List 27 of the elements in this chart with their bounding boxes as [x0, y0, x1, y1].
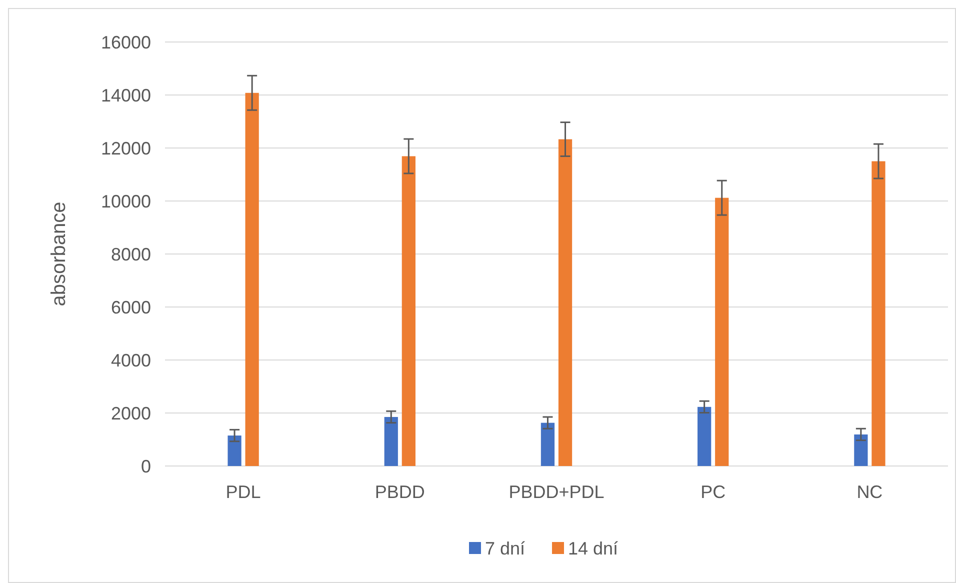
x-tick-label: NC — [856, 482, 883, 502]
y-tick-label: 2000 — [110, 403, 151, 424]
bar — [872, 161, 886, 466]
x-tick-label: PDL — [226, 482, 261, 502]
x-tick-label: PBDD+PDL — [508, 482, 604, 502]
bar — [698, 406, 712, 466]
x-tick-label: PC — [700, 482, 726, 502]
y-tick-label: 12000 — [100, 138, 151, 158]
bar — [540, 422, 555, 466]
x-tick-label: PBDD — [374, 482, 425, 502]
y-axis-title: absorbance — [48, 202, 70, 306]
y-tick-label: 6000 — [110, 297, 151, 318]
y-tick-label: 10000 — [100, 191, 151, 212]
bar — [715, 198, 729, 466]
y-tick-label: 14000 — [100, 85, 151, 106]
y-tick-label: 8000 — [110, 244, 151, 264]
y-tick-label: 0 — [140, 456, 151, 476]
legend-label: 7 dní — [485, 538, 526, 558]
legend-label: 14 dní — [568, 538, 618, 558]
y-tick-label: 16000 — [100, 32, 151, 52]
bar — [245, 92, 259, 466]
bar — [854, 434, 868, 466]
y-tick-label: 4000 — [110, 350, 151, 370]
bar — [228, 436, 242, 466]
bar — [384, 416, 398, 466]
bar — [558, 139, 572, 466]
bar — [402, 156, 416, 466]
